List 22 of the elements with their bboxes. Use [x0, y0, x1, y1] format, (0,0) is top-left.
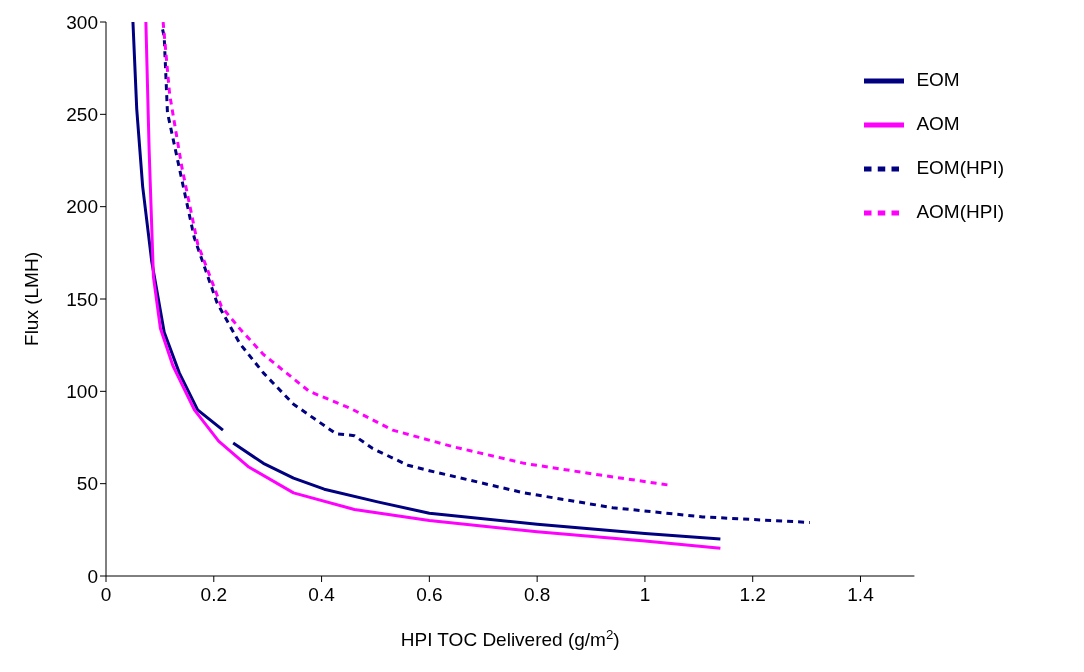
legend-label: AOM(HPI): [916, 201, 1004, 222]
legend-label: AOM: [916, 113, 960, 134]
x-tick-label: 0.8: [523, 584, 551, 606]
legend-label: EOM: [916, 69, 960, 90]
x-tick-label: 1.4: [847, 584, 875, 606]
x-tick-label: 0: [100, 584, 112, 606]
y-tick-label: 150: [66, 288, 98, 310]
x-tick-label: 0.4: [308, 584, 336, 606]
y-tick-label: 200: [66, 196, 98, 218]
y-tick-label: 0: [87, 565, 98, 587]
y-axis-title: Flux (LMH): [21, 252, 42, 346]
y-tick-label: 100: [66, 381, 98, 403]
y-tick-label: 300: [66, 11, 98, 33]
legend-label: EOM(HPI): [916, 157, 1004, 178]
y-tick-label: 250: [66, 104, 98, 126]
x-tick-label: 1: [639, 584, 651, 606]
x-tick-label: 0.2: [200, 584, 227, 606]
line-series: [161, 27, 812, 524]
x-tick-label: 1.2: [739, 584, 766, 606]
x-tick-label: 0.6: [416, 584, 443, 606]
x-axis-title: HPI TOC Delivered (g/m$^{2}$): [400, 626, 620, 650]
y-tick-label: 50: [76, 473, 98, 495]
